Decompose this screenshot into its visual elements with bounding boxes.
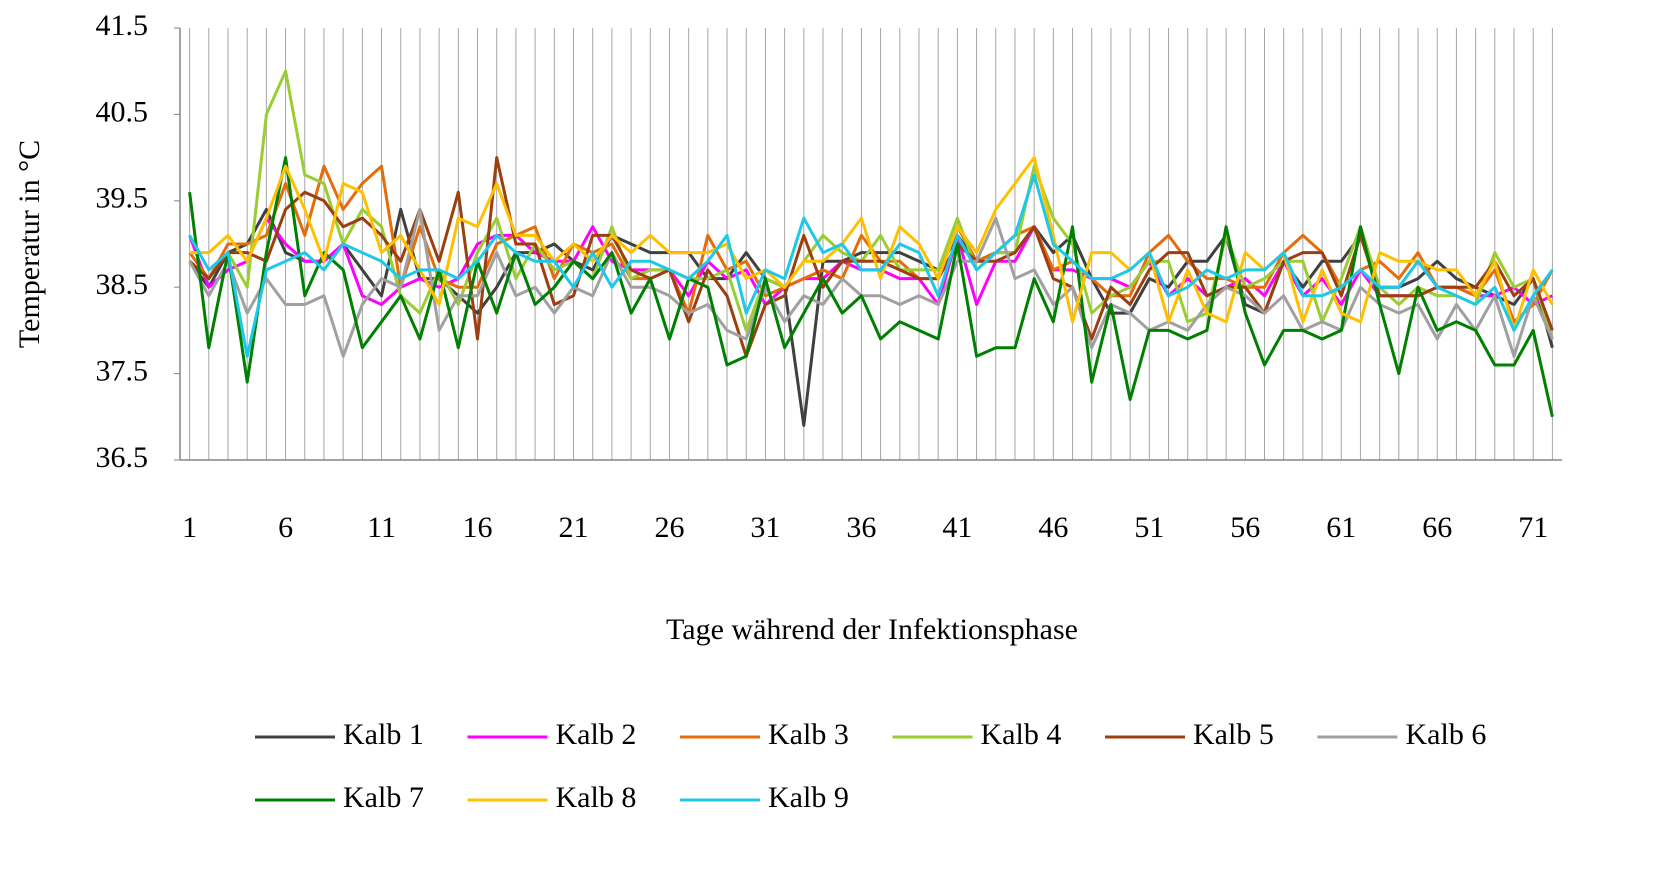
x-tick-label: 11 xyxy=(367,511,396,544)
legend-label: Kalb 7 xyxy=(343,781,424,814)
x-tick-label: 6 xyxy=(278,511,293,544)
legend-label: Kalb 1 xyxy=(343,718,424,751)
legend-label: Kalb 3 xyxy=(768,718,849,751)
y-tick-label: 37.5 xyxy=(96,354,149,387)
line-series xyxy=(189,156,1554,332)
line-series xyxy=(188,173,1554,358)
x-tick-label: 71 xyxy=(1518,511,1548,544)
x-tick-label: 36 xyxy=(846,511,876,544)
x-tick-label: 46 xyxy=(1038,511,1068,544)
legend-label: Kalb 6 xyxy=(1406,718,1487,751)
x-tick-label: 66 xyxy=(1422,511,1452,544)
y-tick-label: 36.5 xyxy=(96,441,149,474)
x-tick-label: 21 xyxy=(558,511,588,544)
x-tick-label: 41 xyxy=(942,511,972,544)
legend-label: Kalb 5 xyxy=(1193,718,1274,751)
legend-label: Kalb 2 xyxy=(556,718,637,751)
x-tick-label: 26 xyxy=(654,511,684,544)
x-tick-label: 51 xyxy=(1134,511,1164,544)
y-axis-title: Temperatur in °C xyxy=(13,140,46,348)
legend-label: Kalb 8 xyxy=(556,781,637,814)
line-series xyxy=(188,207,1554,358)
line-series xyxy=(188,156,1554,418)
y-tick-label: 41.5 xyxy=(96,9,149,42)
y-tick-label: 40.5 xyxy=(96,95,149,128)
y-tick-label: 39.5 xyxy=(96,182,149,215)
legend-label: Kalb 9 xyxy=(768,781,849,814)
y-tick-label: 38.5 xyxy=(96,268,149,301)
x-tick-label: 16 xyxy=(463,511,493,544)
x-tick-label: 31 xyxy=(750,511,780,544)
x-tick-label: 56 xyxy=(1230,511,1260,544)
x-tick-label: 1 xyxy=(182,511,197,544)
x-axis-title: Tage während der Infektionsphase xyxy=(666,613,1078,646)
legend-label: Kalb 4 xyxy=(981,718,1062,751)
x-tick-label: 61 xyxy=(1326,511,1356,544)
